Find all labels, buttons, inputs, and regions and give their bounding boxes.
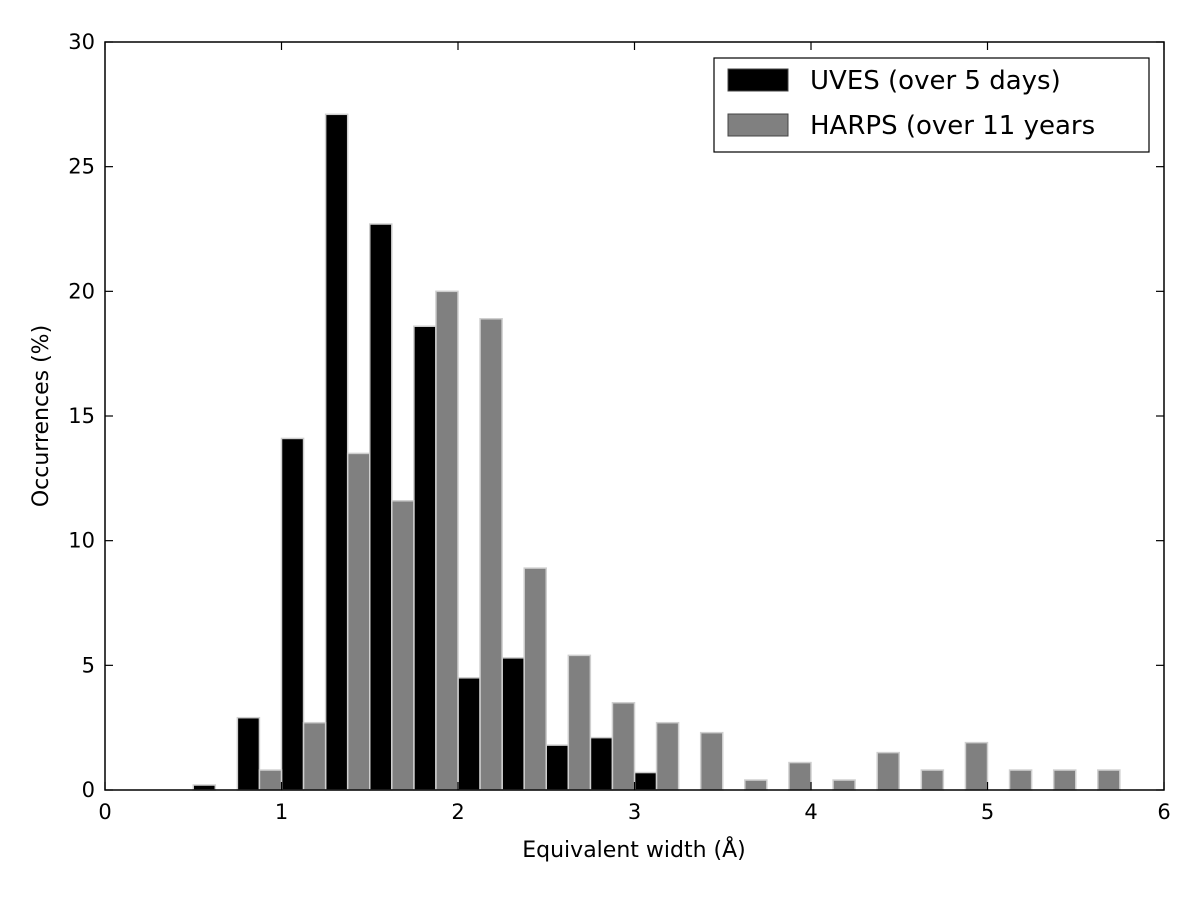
harps-bar: [876, 751, 901, 791]
x-tick-label: 3: [628, 800, 641, 824]
harps-bar: [964, 741, 989, 791]
harps-bar: [920, 769, 945, 791]
uves-bar: [413, 325, 437, 791]
harps-bar: [611, 701, 636, 791]
harps-bar: [523, 567, 548, 791]
legend-label-harps: HARPS (over 11 years: [810, 111, 1095, 141]
plot-frame: [104, 41, 1165, 791]
harps-bar: [479, 318, 503, 791]
legend: UVES (over 5 days) HARPS (over 11 years: [713, 57, 1150, 153]
uves-bar: [457, 677, 481, 791]
x-tick-label: 4: [804, 800, 817, 824]
y-axis-label: Occurrences (%): [29, 325, 54, 507]
harps-bar: [1097, 769, 1121, 791]
uves-bar: [280, 437, 305, 791]
ticks-group: 0 1 2 3 4 5 6 0 5 10 15 20 25 30: [68, 30, 1170, 824]
harps-bar: [567, 654, 592, 791]
legend-swatch-uves: [727, 68, 789, 92]
y-tick-label: 30: [68, 30, 95, 54]
x-tick-label: 1: [275, 800, 288, 824]
harps-bar: [832, 779, 856, 791]
harps-bar: [744, 779, 768, 791]
uves-bar: [324, 113, 349, 791]
x-tick-label: 0: [98, 800, 111, 824]
harps-bar: [435, 290, 459, 791]
harps-bar: [788, 761, 812, 791]
x-tick-label: 5: [981, 800, 994, 824]
harps-bar: [258, 769, 283, 791]
y-tick-label: 0: [82, 778, 95, 802]
uves-bar: [545, 744, 570, 791]
harps-bar: [1008, 769, 1033, 791]
harps-bar: [346, 452, 371, 791]
harps-bar: [699, 731, 724, 791]
harps-bar: [391, 500, 415, 791]
y-tick-label: 15: [68, 404, 95, 428]
uves-bar: [369, 223, 393, 791]
bars-group: [192, 113, 1121, 791]
legend-label-uves: UVES (over 5 days): [810, 66, 1061, 96]
uves-bar: [236, 716, 261, 791]
x-axis-label: Equivalent width (Å): [522, 836, 745, 863]
harps-bar: [1052, 769, 1077, 791]
harps-bar: [655, 721, 680, 791]
y-tick-label: 25: [68, 155, 95, 179]
uves-bar: [633, 771, 658, 791]
legend-swatch-harps: [727, 113, 789, 137]
harps-bar: [302, 721, 327, 791]
uves-bar: [589, 736, 614, 791]
y-tick-label: 10: [68, 529, 95, 553]
x-tick-label: 2: [451, 800, 464, 824]
x-tick-label: 6: [1157, 800, 1170, 824]
y-tick-label: 5: [82, 653, 95, 677]
y-tick-label: 20: [68, 279, 95, 303]
uves-bar: [501, 657, 525, 791]
